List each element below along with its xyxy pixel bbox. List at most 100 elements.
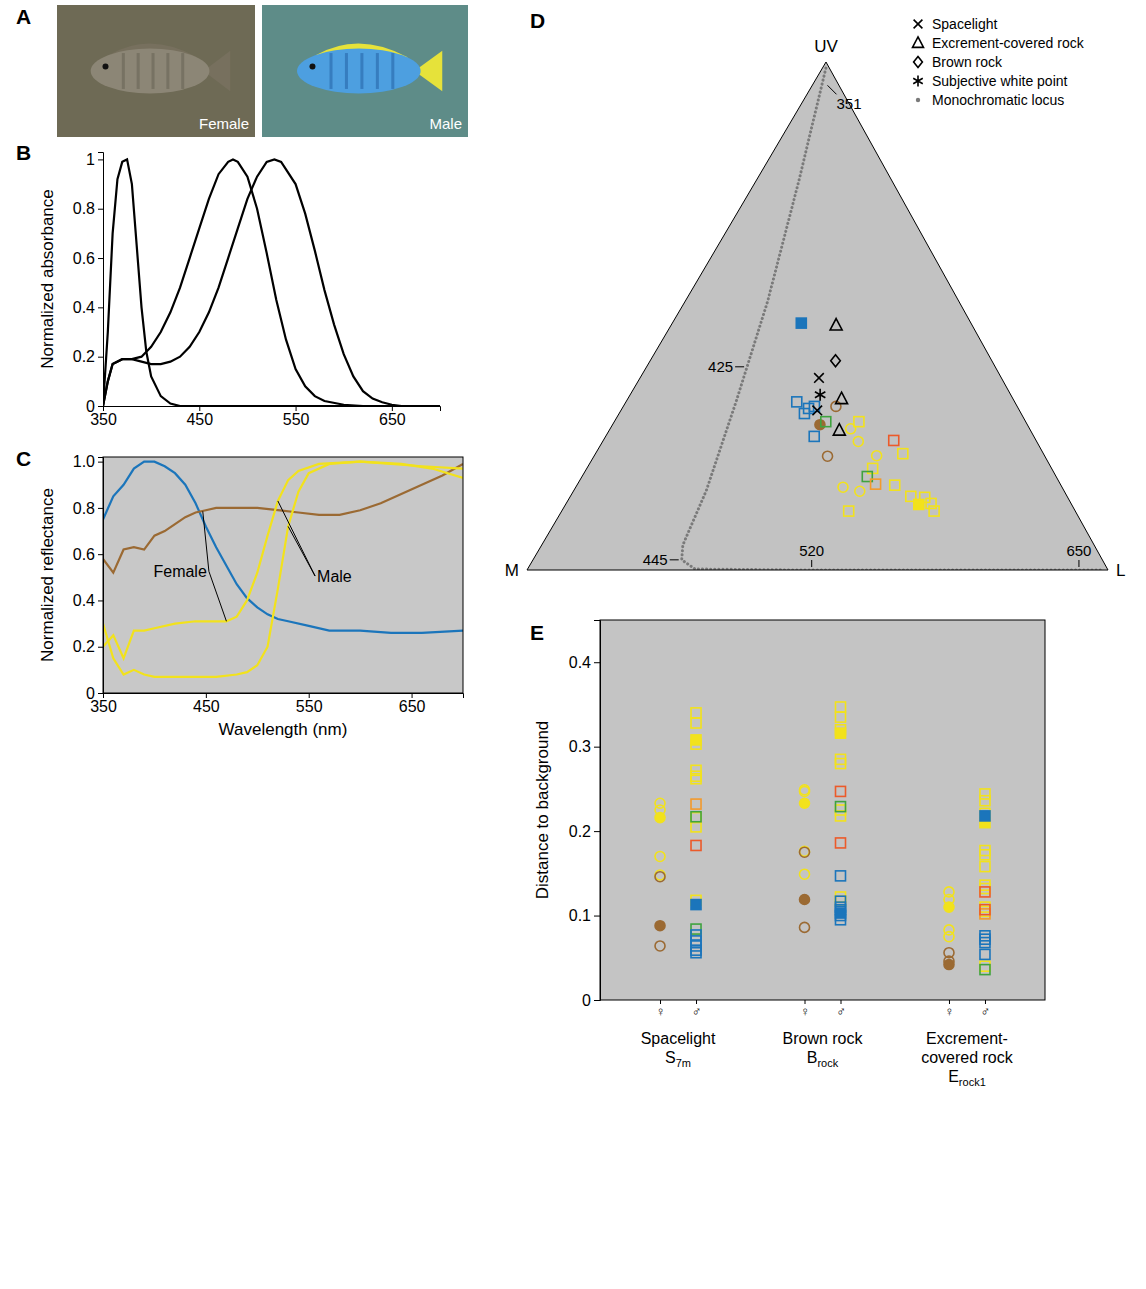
locus-label: 650 [1066, 542, 1091, 559]
tick-mark [98, 357, 103, 358]
data-point [980, 961, 990, 971]
tick-label: 550 [283, 411, 310, 428]
data-point [691, 945, 701, 955]
tick: 0 [582, 992, 600, 1009]
annotation-leader [278, 501, 315, 576]
tick: 0.4 [569, 654, 600, 671]
panel: UVML351425445520650 [505, 37, 1126, 580]
tick: 0.2 [73, 638, 103, 655]
tick-mark [98, 406, 103, 407]
tick-label: 1.0 [73, 453, 95, 470]
data-point [980, 880, 990, 890]
tick-mark [594, 916, 600, 917]
tick: ♀ [800, 1000, 810, 1019]
group-label: Brown rock [782, 1030, 863, 1047]
fish-stripe [152, 53, 155, 89]
tick-label: ♀ [800, 1004, 810, 1019]
tick-label: 0.2 [569, 823, 591, 840]
fish-body [91, 49, 210, 94]
panel: 00.10.20.30.4♀♂♀♂♀♂Distance to backgroun… [533, 620, 1045, 1088]
fish-eye [309, 64, 315, 70]
tick-label: 650 [379, 411, 406, 428]
tick: 0.6 [73, 250, 103, 267]
data-point [815, 420, 825, 430]
photo-label: Male [429, 115, 462, 132]
fish-stripe [166, 53, 169, 89]
data-point [871, 479, 881, 489]
data-point [800, 922, 810, 932]
series-line [103, 159, 440, 406]
data-point [980, 938, 990, 948]
data-point [823, 451, 833, 461]
tick-mark [594, 1000, 600, 1001]
figure: AFemaleMaleB35045055065000.20.40.60.81No… [0, 0, 1146, 1289]
tick: 0.3 [569, 738, 600, 755]
fish-stripe [137, 53, 140, 89]
fish-eye [103, 64, 109, 70]
axis-line [98, 153, 104, 407]
tick-label: ♂ [836, 1004, 846, 1019]
data-point [800, 798, 810, 808]
reference-point [814, 373, 824, 383]
tick: ♂ [981, 1000, 991, 1019]
locus-label: 445 [643, 551, 668, 568]
series-line [103, 462, 463, 677]
panel-letter: D [530, 9, 545, 32]
group-symbol-main: B [807, 1049, 818, 1066]
tick-label: 0.6 [73, 250, 95, 267]
legend-symbol [913, 37, 924, 47]
ternary-frame [527, 62, 1108, 570]
series-line [103, 159, 440, 406]
data-point [836, 759, 846, 769]
tick-label: 0.4 [73, 592, 95, 609]
tick-label: 0.2 [73, 348, 95, 365]
panel-letter: E [530, 621, 544, 644]
tick-label: 0.3 [569, 738, 591, 755]
data-point [800, 786, 810, 796]
annotation: Male [317, 568, 352, 585]
plot-frame [103, 457, 463, 693]
data-point [655, 941, 665, 951]
data-point [980, 934, 990, 944]
data-point [836, 786, 846, 796]
tick-mark [199, 406, 200, 411]
data-point [980, 796, 990, 806]
tick: 0.1 [569, 907, 600, 924]
data-point [836, 805, 846, 815]
ternary-background [527, 62, 1108, 570]
vertex-label: M [505, 561, 519, 580]
axis-title: Distance to background [533, 721, 552, 900]
tick: 0.8 [73, 200, 103, 217]
tick: 550 [296, 693, 323, 715]
tick-label: 0.2 [73, 638, 95, 655]
locus-label: 520 [799, 542, 824, 559]
tick: 0 [86, 685, 103, 702]
legend-label: Brown rock [932, 54, 1003, 70]
tick: 650 [379, 406, 406, 428]
fish-stripe [345, 53, 348, 89]
tick: ♀ [656, 1000, 666, 1019]
data-point [691, 822, 701, 832]
axis-line [104, 694, 464, 699]
data-point [655, 813, 665, 823]
tick: 1 [86, 151, 103, 168]
tick: 0.4 [73, 592, 103, 609]
tick-label: ♂ [981, 1004, 991, 1019]
data-point [872, 451, 882, 461]
plot-background [103, 457, 463, 693]
data-point [836, 728, 846, 738]
vertex-label: UV [814, 37, 838, 56]
axis-line [98, 458, 104, 694]
tick-label: 0.8 [73, 200, 95, 217]
legend: SpacelightExcrement-covered rockBrown ro… [913, 16, 1085, 108]
tick-label: ♀ [656, 1004, 666, 1019]
tick-mark [392, 406, 393, 411]
tick: 0.8 [73, 500, 103, 517]
axis-title: Normalized absorbance [38, 189, 57, 369]
tick-label: 0.4 [73, 299, 95, 316]
data-point [929, 506, 939, 516]
group-label: Excrement-covered rock [921, 1030, 1014, 1066]
locus-label-leader [735, 366, 744, 367]
data-point [980, 811, 990, 821]
locus-label: 425 [708, 358, 733, 375]
